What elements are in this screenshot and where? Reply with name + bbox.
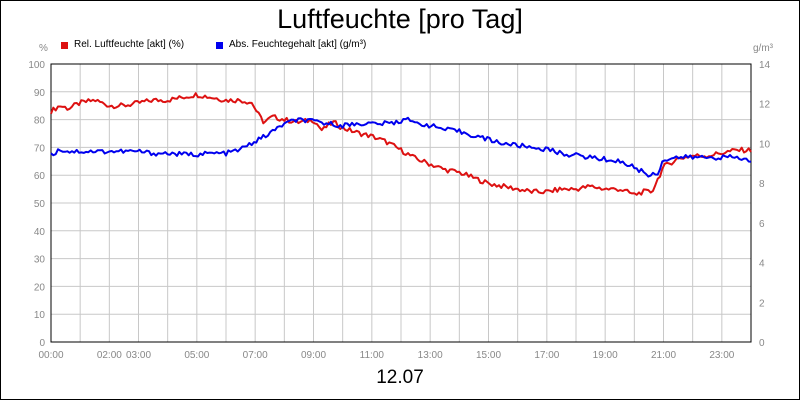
y-right-tick-label: 8 <box>759 179 765 190</box>
plot-frame <box>50 63 752 343</box>
x-tick-label: 13:00 <box>418 350 443 361</box>
x-tick-label: 00:00 <box>38 350 63 361</box>
y-right-tick-label: 12 <box>759 100 771 111</box>
y-left-tick-label: 30 <box>34 255 46 266</box>
y-left-tick-label: 100 <box>28 60 45 71</box>
y-right-tick-label: 10 <box>759 139 771 150</box>
legend-swatch-rel <box>61 41 68 49</box>
right-axis-unit: g/m³ <box>753 43 773 54</box>
chart-title: Luftfeuchte [pro Tag] <box>277 4 523 34</box>
y-left-tick-label: 80 <box>34 116 46 127</box>
x-tick-label: 17:00 <box>534 350 559 361</box>
y-left-tick-label: 10 <box>34 310 46 321</box>
legend-label-abs: Abs. Feuchtegehalt [akt] (g/m³) <box>229 39 367 50</box>
legend-item-abs: Abs. Feuchtegehalt [akt] (g/m³) <box>216 39 366 51</box>
y-right-tick-label: 6 <box>759 219 765 230</box>
legend-item-rel: Rel. Luftfeuchte [akt] (%) <box>61 39 184 51</box>
series-line-abs-humidity <box>50 116 752 178</box>
x-tick-label: 05:00 <box>184 350 209 361</box>
x-tick-label: 15:00 <box>476 350 501 361</box>
x-tick-label: 23:00 <box>709 350 734 361</box>
y-right-tick-label: 2 <box>759 298 765 309</box>
y-left-tick-label: 60 <box>34 171 46 182</box>
x-tick-label: 03:00 <box>126 350 151 361</box>
y-left-tick-label: 70 <box>34 143 46 154</box>
y-right-tick-label: 4 <box>759 259 765 270</box>
x-tick-label: 19:00 <box>593 350 618 361</box>
x-tick-label: 09:00 <box>301 350 326 361</box>
y-left-tick-label: 90 <box>34 88 46 99</box>
series-line-rel-humidity <box>50 92 752 196</box>
y-left-tick-label: 20 <box>34 282 46 293</box>
x-tick-label: 07:00 <box>243 350 268 361</box>
x-tick-label: 02:00 <box>97 350 122 361</box>
left-axis-unit: % <box>39 43 48 54</box>
y-left-tick-label: 50 <box>34 199 46 210</box>
legend-label-rel: Rel. Luftfeuchte [akt] (%) <box>74 39 185 50</box>
y-right-tick-label: 14 <box>759 60 771 71</box>
date-label: 12.07 <box>376 367 424 388</box>
y-right-tick-label: 0 <box>759 338 765 349</box>
y-left-tick-label: 40 <box>34 227 46 238</box>
x-tick-label: 21:00 <box>651 350 676 361</box>
y-left-tick-label: 0 <box>39 338 45 349</box>
legend-swatch-abs <box>216 41 223 49</box>
x-tick-label: 11:00 <box>360 350 385 361</box>
